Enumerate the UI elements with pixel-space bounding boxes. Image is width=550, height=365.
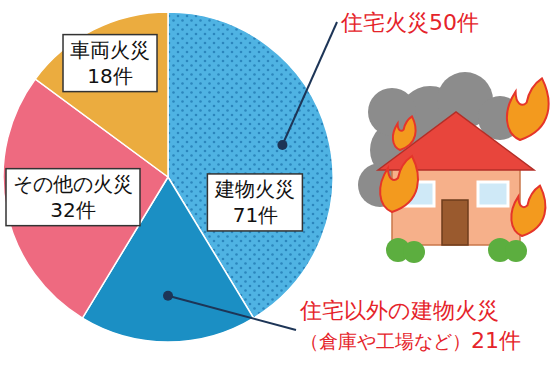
label-text: 71件: [233, 203, 278, 227]
slice-label: 車両火災18件: [63, 35, 157, 92]
note-text: （倉庫や工場など）: [300, 330, 471, 352]
leader-dot: [277, 140, 287, 150]
flame: [380, 156, 418, 212]
house-window: [478, 182, 508, 206]
label-text: 車両火災: [70, 38, 150, 62]
leader-dot: [163, 291, 173, 301]
category-text: 住宅火災: [340, 10, 429, 35]
bush: [403, 241, 425, 263]
outside-label: 住宅火災50件: [340, 10, 479, 35]
outside-label: （倉庫や工場など）21件: [300, 328, 521, 353]
outside-labels: 住宅火災50件住宅以外の建物火災 （倉庫や工場など）21件: [163, 10, 521, 353]
leader-line: [282, 22, 337, 145]
outside-label: 住宅以外の建物火災: [299, 298, 499, 323]
label-text: 18件: [87, 64, 132, 88]
slices: [3, 12, 333, 342]
value-text: 50件: [429, 10, 479, 35]
label-box: [207, 174, 302, 231]
flame: [393, 116, 416, 150]
bush: [505, 240, 527, 262]
group-label: 建物火災71件: [207, 174, 302, 231]
leader-line: [168, 296, 296, 330]
slice-label: その他の火災32件: [6, 169, 140, 226]
chart: その他の火災32件 車両火災18件建物火災71件 住宅火災50件住宅以外の建物火災 （…: [0, 0, 550, 365]
value-text: 21件: [471, 328, 521, 353]
pie-slice: [35, 12, 168, 177]
category-text: 住宅以外の建物火災: [299, 298, 499, 323]
label-box: [6, 169, 140, 226]
house-illustration: [358, 72, 549, 263]
flame: [507, 78, 549, 140]
label-text: その他の火災: [13, 172, 133, 196]
label-text: 32件: [50, 198, 95, 222]
flame: [511, 186, 545, 236]
house-door: [442, 200, 468, 245]
label-text: 建物火災: [214, 177, 295, 201]
label-box: [63, 35, 157, 92]
